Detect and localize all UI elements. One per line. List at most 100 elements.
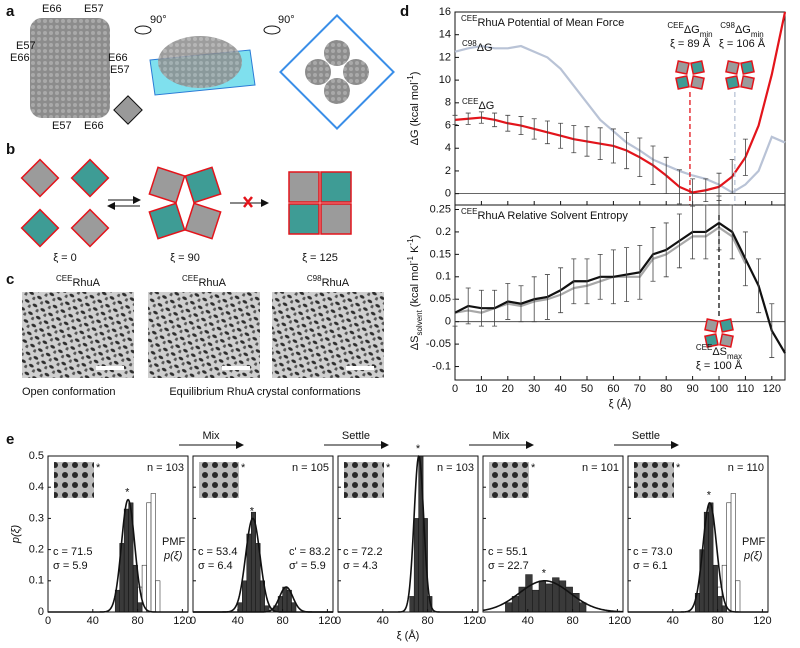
rotation-label: 90°	[150, 14, 167, 26]
histogram-bar	[413, 518, 419, 613]
annotation-text: ξ = 100 Å	[696, 359, 743, 372]
series-line	[454, 11, 787, 194]
inset-image	[489, 462, 529, 498]
x-tick-label: 120	[763, 383, 781, 395]
error-bar	[663, 156, 669, 195]
micrograph-title-part: C98	[307, 274, 322, 283]
error-bar	[742, 231, 748, 287]
y-tick-label: 14	[439, 29, 451, 41]
x-tick-label: 110	[737, 383, 755, 395]
tile	[740, 75, 755, 90]
chart-title-part: CEE	[461, 14, 477, 23]
chart-title-part: RhuA Potential of Mean Force	[477, 17, 624, 29]
histogram-bar	[155, 580, 161, 613]
tile	[675, 75, 690, 90]
residue-label: E66	[108, 52, 128, 64]
micrograph-title: CEERhuA	[182, 274, 227, 289]
rotation-label: 90°	[278, 14, 295, 26]
tile	[719, 318, 734, 333]
histogram-bar	[708, 502, 714, 613]
error-bar	[637, 137, 643, 178]
error-bar	[769, 303, 775, 358]
x-tick-label: 80	[131, 615, 143, 627]
protein-blob	[343, 59, 369, 85]
step-label: Mix	[202, 430, 220, 442]
residue-label: E66	[42, 3, 62, 15]
x-tick-label: 60	[607, 383, 619, 395]
tile	[320, 203, 352, 235]
annotation-text: CEEΔSmax	[696, 343, 742, 361]
inset-image	[199, 462, 239, 498]
protein-icon	[113, 95, 143, 125]
tile	[690, 60, 705, 75]
y-tick-label: -0.05	[426, 338, 451, 350]
plot-frame	[47, 455, 189, 613]
histogram-bar	[123, 508, 129, 613]
peak-star: *	[416, 443, 421, 455]
x-tick-label: 0	[190, 615, 196, 627]
y-axis-label: p(ξ)	[10, 524, 22, 544]
fit-sigma: σ = 22.7	[488, 560, 529, 572]
peak-star: *	[250, 505, 255, 517]
sample-count: n = 103	[147, 462, 184, 474]
tile	[70, 158, 110, 198]
error-bar	[650, 227, 656, 282]
x-tick-label: 40	[667, 615, 679, 627]
error-bar	[558, 267, 564, 314]
series-label: C98ΔG	[462, 39, 493, 54]
xi-label: ξ = 90	[170, 252, 200, 264]
inset-image	[54, 462, 94, 498]
y-tick-label: 0.2	[436, 226, 451, 238]
residue-label: E57	[84, 3, 104, 15]
histogram-bar	[505, 602, 513, 613]
step-label: Settle	[632, 430, 660, 442]
pmf-sublabel: p(ξ)	[743, 550, 763, 562]
y-tick-label: 0.1	[436, 271, 451, 283]
residue-label: E66	[10, 52, 30, 64]
y-tick-label: 0.5	[29, 450, 44, 462]
series-label-part: CEE	[462, 97, 478, 106]
y-axis-label-part: ΔG (kcal mol	[409, 82, 421, 145]
error-bar	[676, 213, 682, 269]
y-tick-label: -0.1	[432, 360, 451, 372]
caption: Equilibrium RhuA crystal conformations	[169, 386, 361, 398]
histogram-bar	[146, 502, 152, 613]
error-bar	[452, 298, 458, 327]
x-tick-label: 40	[232, 615, 244, 627]
tile	[704, 318, 719, 333]
error-bar	[544, 274, 550, 320]
annotation-text-part: ξ = 106 Å	[719, 37, 766, 50]
micrograph-title-part: RhuA	[72, 277, 100, 289]
annotation-text: CEEΔGmin	[667, 21, 712, 39]
plot-frame	[337, 455, 479, 613]
inset-image	[634, 462, 674, 498]
histogram-bar	[532, 589, 540, 613]
error-bar	[478, 111, 484, 124]
error-bar	[518, 285, 524, 323]
protein-side-view	[158, 36, 242, 88]
histogram-bar	[538, 580, 546, 613]
fit-center: c = 55.1	[488, 546, 527, 558]
histogram-bar	[717, 596, 723, 613]
chart-title: CEERhuA Potential of Mean Force	[461, 14, 624, 29]
pmf-label: PMF	[742, 536, 766, 548]
x-tick-label: 80	[566, 615, 578, 627]
y-axis-label: ΔG (kcal mol-1)	[406, 72, 421, 146]
plot-frame	[482, 455, 624, 613]
x-tick-label: 40	[87, 615, 99, 627]
fit-center: c = 71.5	[53, 546, 92, 558]
y-tick-label: 0	[445, 188, 451, 200]
micrograph	[272, 292, 384, 378]
error-bar	[703, 204, 709, 260]
error-bar	[531, 276, 537, 323]
tile	[690, 75, 705, 90]
error-bar	[690, 204, 696, 260]
fit-sigma: σ = 6.1	[633, 560, 668, 572]
rotation-arrow	[134, 25, 152, 35]
annotation-text-part: min	[751, 30, 764, 39]
panel-label: b	[6, 141, 15, 158]
x-tick-label: 120	[463, 615, 481, 627]
annotation-text-part: CEE	[696, 343, 712, 352]
annotation-text-part: ξ = 100 Å	[696, 359, 743, 372]
